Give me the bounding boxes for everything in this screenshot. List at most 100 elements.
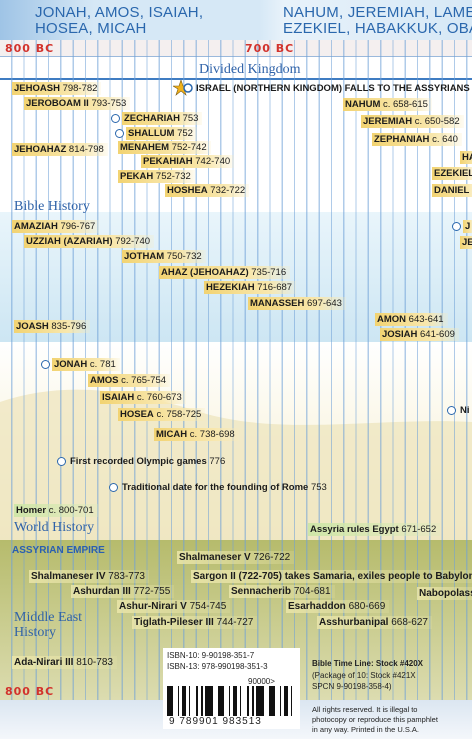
timeline-entry: Shalmaneser IV 783-773 xyxy=(29,570,149,583)
entry-name: AMAZIAH xyxy=(14,221,58,232)
circle xyxy=(183,83,193,93)
timeline-entry: JOTHAM 750-732 xyxy=(122,250,206,263)
barcode xyxy=(167,686,292,716)
bar xyxy=(247,686,249,716)
bar xyxy=(240,686,241,716)
entry-dates: c. 738-698 xyxy=(189,429,235,440)
entry-name: JONAH xyxy=(54,359,88,370)
entry-dates: c. 781 xyxy=(89,359,116,370)
entry-name: EZEKIEL xyxy=(434,168,472,179)
timeline-entry: AMAZIAH 796-767 xyxy=(12,220,100,233)
bar xyxy=(269,686,272,716)
timeline-entry: Ada-Nirari III 810-783 xyxy=(12,656,117,669)
entry-dates: c. 760-673 xyxy=(136,392,182,403)
timeline-entry: Assyria rules Egypt 671-652 xyxy=(308,523,441,536)
entry-dates: c. 658-615 xyxy=(383,99,428,110)
timeline-entry: JEREMIAH c. 650-582 xyxy=(361,115,464,128)
entry-dates: c. 650-582 xyxy=(414,116,460,127)
entry-dates: 814-798 xyxy=(68,144,104,155)
header-line: EZEKIEL, HABAKKUK, OBADI xyxy=(283,20,472,37)
bar xyxy=(196,686,198,716)
rights: All rights reserved. It is illegal to ph… xyxy=(312,705,438,735)
entry-dates: 783-773 xyxy=(108,571,145,582)
entry-dates: 835-796 xyxy=(51,321,87,332)
bar xyxy=(185,686,186,716)
timeline-entry: PEKAHIAH 742-740 xyxy=(141,155,235,168)
entry-dates: c. 758-725 xyxy=(156,409,202,420)
entry-name: MENAHEM xyxy=(120,142,170,153)
entry-name: Asshurbanipal xyxy=(319,617,389,628)
entry-name: ZEPHANIAH xyxy=(374,134,430,145)
bar xyxy=(233,686,236,716)
scale-label: 800 BC xyxy=(5,685,55,698)
empire-heading: ASSYRIAN EMPIRE xyxy=(12,545,105,556)
bar xyxy=(284,686,287,716)
entry-name: MANASSEH xyxy=(250,298,305,309)
title-line: History xyxy=(14,625,56,640)
entry-name: JEHOAHAZ xyxy=(14,144,67,155)
entry-dates: 810-783 xyxy=(76,657,113,668)
timeline-entry: Asshurbanipal 668-627 xyxy=(317,616,432,629)
bar xyxy=(208,686,210,716)
timeline-entry: JEROBOAM II 793-753 xyxy=(24,97,131,110)
timeline-entry: MICAH c. 738-698 xyxy=(154,428,239,441)
entry-name: SHALLUM xyxy=(128,128,175,139)
entry-dates: 752-732 xyxy=(155,171,191,182)
entry-dates: 753 xyxy=(310,482,327,493)
bar xyxy=(182,686,185,716)
entry-name: Ashurdan III xyxy=(73,586,131,597)
circle-marker xyxy=(41,360,50,369)
bar xyxy=(291,686,292,716)
entry-name: Ada-Nirari III xyxy=(14,657,74,668)
entry-name: AHAZ (JEHOAHAZ) xyxy=(161,267,249,278)
timeline-entry: UZZIAH (AZARIAH) 792-740 xyxy=(24,235,155,248)
circle-marker xyxy=(57,457,66,466)
entry-name: Shalmaneser IV xyxy=(31,571,106,582)
entry-name: Sargon II (722-705) takes Samaria, exile… xyxy=(193,571,472,582)
entry-name: AMOS xyxy=(90,375,119,386)
entry-name: Sennacherib xyxy=(231,586,292,597)
section-title: Middle East History xyxy=(14,610,82,640)
timeline-entry: MENAHEM 752-742 xyxy=(118,141,211,154)
header-line: JONAH, AMOS, ISAIAH, xyxy=(35,4,204,21)
section-title: Divided Kingdom xyxy=(199,62,301,77)
entry-name: UZZIAH (AZARIAH) xyxy=(26,236,113,247)
stock: Bible Time Line: Stock #420X xyxy=(312,659,424,668)
entry-name: First recorded Olympic games xyxy=(70,456,207,467)
circle-marker xyxy=(111,114,120,123)
timeline-entry: JOASH 835-796 xyxy=(14,320,91,333)
entry-dates: c. 765-754 xyxy=(121,375,167,386)
entry-name: Assyria rules Egypt xyxy=(310,524,399,535)
entry-dates: 697-643 xyxy=(307,298,342,309)
star-icon xyxy=(173,80,193,96)
isbn: ISBN-13: 978-990198-351-3 xyxy=(167,662,268,671)
isbn: ISBN-10: 9-90198-351-7 xyxy=(167,651,255,660)
timeline-entry: AMOS c. 765-754 xyxy=(88,374,171,387)
timeline-entry: Esarhaddon 680-669 xyxy=(286,600,390,613)
entry-name: AMON xyxy=(377,314,407,325)
section-title: World History xyxy=(14,520,95,535)
entry-name: MICAH xyxy=(156,429,188,440)
bar xyxy=(252,686,254,716)
entry-name: Esarhaddon xyxy=(288,601,346,612)
bar xyxy=(205,686,208,716)
entry-dates: 735-716 xyxy=(251,267,287,278)
timeline-entry: First recorded Olympic games 776 xyxy=(68,455,229,468)
entry-dates: 704-681 xyxy=(293,586,331,597)
circle-marker xyxy=(447,406,456,415)
circle-marker xyxy=(452,222,461,231)
timeline-entry: Traditional date for the founding of Rom… xyxy=(120,481,331,494)
title-line: Middle East xyxy=(14,610,83,625)
bar xyxy=(178,686,179,716)
bar xyxy=(189,686,190,716)
timeline-entry: NAHUM c. 658-615 xyxy=(343,98,432,111)
timeline-entry: JOSIAH 641-609 xyxy=(380,328,459,341)
entry-dates: 750-732 xyxy=(166,251,202,262)
entry-name: Ashur-Nirari V xyxy=(119,601,187,612)
entry-name: HOSHEA xyxy=(167,185,208,196)
timeline-entry: ZEPHANIAH c. 640 xyxy=(372,133,462,146)
barcode-box: ISBN-10: 9-90198-351-7 ISBN-13: 978-9901… xyxy=(163,648,300,729)
timeline-entry: HOSHEA 732-722 xyxy=(165,184,250,197)
timeline-entry: JONAH c. 781 xyxy=(52,358,120,371)
bar xyxy=(261,686,264,716)
